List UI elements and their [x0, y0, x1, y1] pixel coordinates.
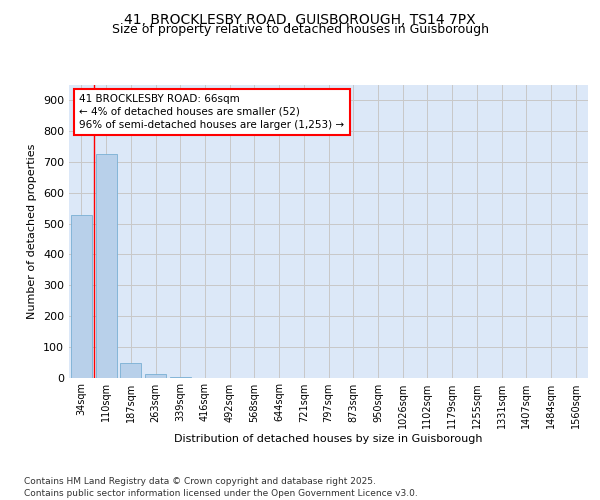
Text: 41 BROCKLESBY ROAD: 66sqm
← 4% of detached houses are smaller (52)
96% of semi-d: 41 BROCKLESBY ROAD: 66sqm ← 4% of detach… — [79, 94, 344, 130]
Bar — [170, 376, 191, 378]
Bar — [145, 374, 166, 378]
Text: 41, BROCKLESBY ROAD, GUISBOROUGH, TS14 7PX: 41, BROCKLESBY ROAD, GUISBOROUGH, TS14 7… — [124, 12, 476, 26]
Bar — [95, 154, 116, 378]
Bar — [120, 364, 141, 378]
Text: Size of property relative to detached houses in Guisborough: Size of property relative to detached ho… — [112, 22, 488, 36]
X-axis label: Distribution of detached houses by size in Guisborough: Distribution of detached houses by size … — [174, 434, 483, 444]
Y-axis label: Number of detached properties: Number of detached properties — [28, 144, 37, 319]
Text: Contains HM Land Registry data © Crown copyright and database right 2025.
Contai: Contains HM Land Registry data © Crown c… — [24, 476, 418, 498]
Bar — [71, 215, 92, 378]
